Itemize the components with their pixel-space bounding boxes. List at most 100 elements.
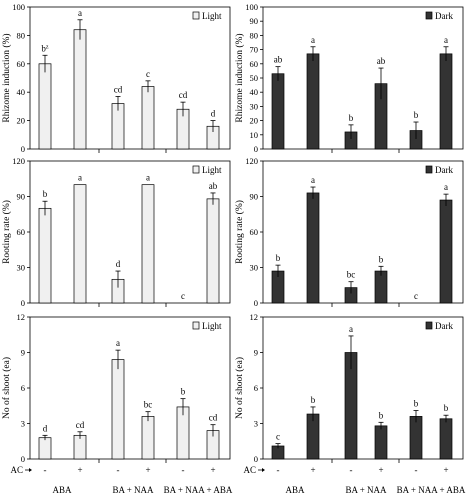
bar — [306, 53, 320, 150]
significance-letter: bc — [347, 270, 356, 280]
y-tick-label: 120 — [245, 156, 258, 166]
y-tick-label: 12 — [17, 312, 26, 322]
bar — [38, 63, 52, 150]
chart-panel-rhizome-dark: 0 10 20 30 40 50 60 70 80 90 100 Rhizome induction … — [234, 2, 464, 154]
plot-frame — [262, 6, 464, 150]
legend-label: Light — [202, 165, 222, 175]
bar — [409, 416, 423, 460]
significance-letter: d — [116, 259, 121, 269]
ac-sign: - — [182, 465, 185, 475]
significance-letter: c — [414, 291, 418, 301]
legend-label: Light — [202, 321, 222, 331]
significance-letter: bz — [41, 43, 49, 53]
y-tick-label: 3 — [254, 419, 258, 429]
x-group-label: BA + NAA — [112, 485, 154, 495]
significance-letter: d — [43, 423, 48, 433]
y-tick-label: 90 — [250, 16, 259, 26]
significance-letter: cd — [209, 413, 218, 423]
ac-sign: - — [117, 465, 120, 475]
bar — [141, 184, 155, 304]
y-axis-label: Rooting rate (%) — [234, 200, 245, 264]
significance-letter: cd — [76, 420, 85, 430]
y-axis-label: Rooting rate (%) — [1, 200, 12, 264]
bar — [439, 418, 453, 460]
significance-letter: b — [379, 410, 384, 420]
significance-letter: ab — [274, 55, 283, 65]
y-tick-label: 0 — [21, 454, 25, 464]
y-tick-label: 0 — [21, 298, 25, 308]
significance-letter: c — [276, 432, 280, 442]
significance-letter: a — [311, 175, 315, 185]
x-group-label: BA + NAA + ABA — [397, 485, 466, 495]
chart-panel-rooting-light: 0 30 60 90 120 Rooting rate (%) Light b a d a c ab — [1, 156, 231, 308]
significance-letter: b — [349, 113, 354, 123]
significance-letter: a — [311, 35, 315, 45]
plot-frame — [262, 316, 464, 460]
y-tick-label: 60 — [250, 227, 259, 237]
significance-letter: a — [349, 324, 353, 334]
plot-frame — [29, 316, 231, 460]
legend-swatch — [425, 165, 433, 174]
ac-sign: - — [415, 465, 418, 475]
significance-letter: bc — [144, 400, 153, 410]
significance-letter: d — [211, 109, 216, 119]
ac-arrowhead — [29, 468, 32, 472]
significance-letter: b — [181, 387, 186, 397]
y-tick-label: 0 — [254, 298, 258, 308]
ac-sign: - — [350, 465, 353, 475]
bar — [374, 270, 388, 304]
x-group-label: ABA — [52, 485, 72, 495]
significance-letter: a — [146, 173, 150, 183]
y-tick-label: 80 — [250, 30, 259, 40]
bar — [38, 207, 52, 304]
y-tick-label: 60 — [17, 59, 26, 69]
legend-label: Dark — [435, 11, 453, 21]
y-tick-label: 120 — [12, 156, 25, 166]
bar — [141, 416, 155, 460]
bar — [306, 192, 320, 304]
y-axis-label: No of shoot (ea) — [1, 357, 12, 419]
significance-letter: b — [379, 254, 384, 264]
legend-swatch — [425, 321, 433, 330]
y-tick-label: 20 — [17, 116, 26, 126]
y-tick-label: 10 — [250, 130, 259, 140]
significance-letter: a — [116, 338, 120, 348]
y-tick-label: 60 — [17, 227, 26, 237]
y-tick-label: 12 — [250, 312, 259, 322]
y-tick-label: 3 — [21, 419, 25, 429]
y-axis-label: Rhizome induction (%) — [234, 33, 245, 122]
y-tick-label: 0 — [254, 144, 258, 154]
bar — [271, 73, 285, 150]
y-tick-label: 6 — [254, 383, 258, 393]
ac-arrowhead — [262, 468, 265, 472]
bar — [141, 86, 155, 150]
significance-letter: b — [414, 398, 419, 408]
significance-letter: ab — [377, 56, 386, 66]
ac-sign: - — [44, 465, 47, 475]
y-tick-label: 100 — [245, 2, 258, 12]
significance-letter: c — [181, 291, 185, 301]
significance-letter: cd — [179, 90, 188, 100]
y-axis-label: No of shoot (ea) — [234, 357, 245, 419]
legend-swatch — [425, 11, 433, 20]
significance-letter: cd — [114, 84, 123, 94]
bar — [111, 359, 125, 460]
significance-letter: b — [43, 189, 48, 199]
chart-panel-shoot-light: 0 3 6 9 12 No of shoot (ea) Light d cd a bc b cd — [1, 312, 231, 464]
y-tick-label: 40 — [250, 87, 259, 97]
plot-frame — [262, 160, 464, 304]
significance-letter: c — [146, 69, 150, 79]
ac-sign: + — [378, 465, 383, 475]
y-tick-label: 60 — [250, 59, 259, 69]
significance-letter: b — [311, 395, 316, 405]
y-tick-label: 0 — [21, 144, 25, 154]
y-tick-label: 0 — [254, 454, 258, 464]
bar — [439, 199, 453, 304]
y-tick-label: 90 — [17, 192, 26, 202]
x-group-label: ABA — [285, 485, 305, 495]
ac-label: AC — [10, 465, 23, 475]
bar — [439, 53, 453, 150]
plot-frame — [29, 160, 231, 304]
bar — [206, 198, 220, 304]
